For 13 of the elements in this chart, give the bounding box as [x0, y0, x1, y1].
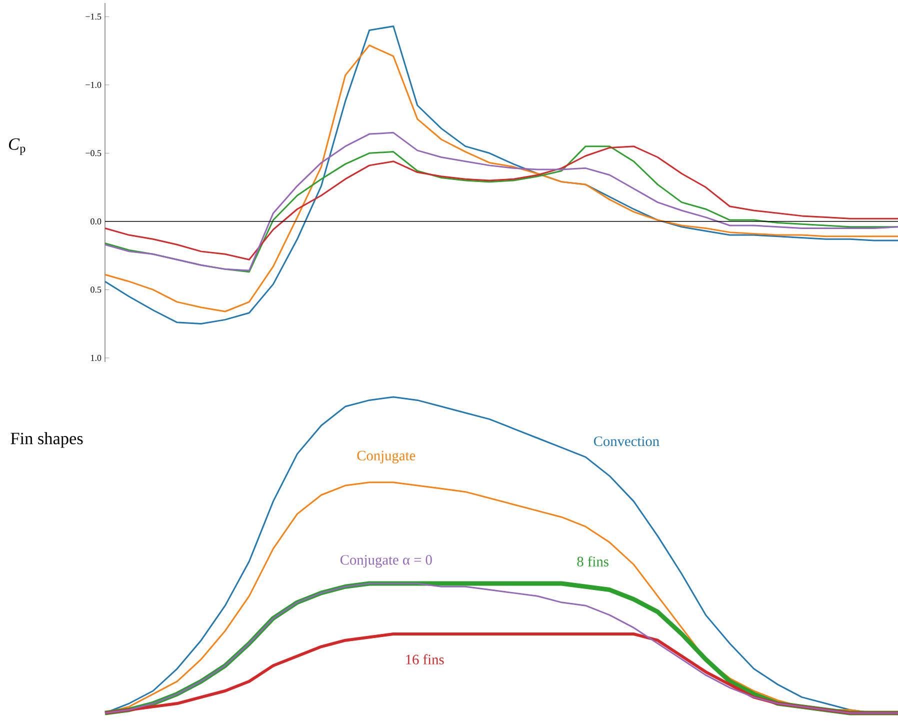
- series-label: Conjugate: [357, 450, 416, 464]
- series-label: 8 fins: [577, 556, 608, 566]
- series-label: 16 fins: [406, 654, 444, 664]
- y-tick-label: 0.5: [90, 286, 102, 293]
- y-tick-label: −0.5: [86, 150, 102, 156]
- y-tick-label: 1.0: [91, 354, 102, 361]
- y-tick-label: 0.0: [90, 218, 102, 224]
- text: Fin shapes: [10, 432, 83, 448]
- series-label: Convection: [594, 436, 660, 446]
- series-label: Conjugate α = 0: [340, 555, 432, 568]
- y-tick-label: −1.5: [86, 14, 102, 20]
- y-tick-label: −1.0: [86, 82, 102, 88]
- y-axis-title: C$_{p}$: [8, 138, 26, 155]
